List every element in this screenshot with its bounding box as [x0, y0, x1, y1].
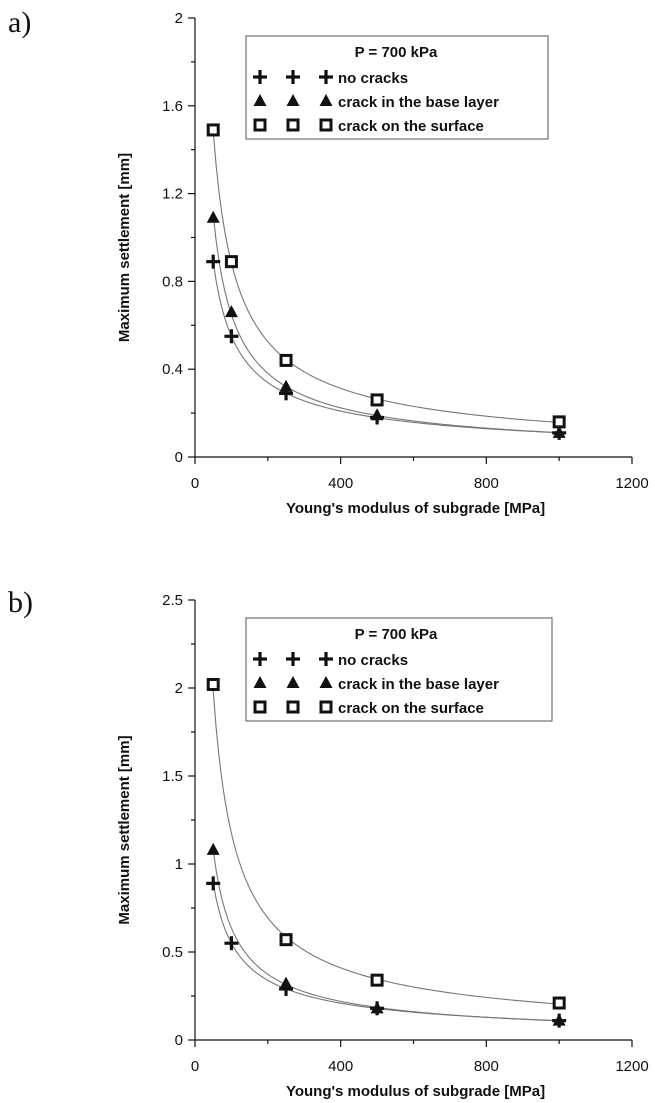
legend-marker-triangle [253, 94, 267, 106]
data-point-triangle [279, 379, 293, 392]
panel-label: a) [8, 6, 31, 39]
y-tick-label: 0 [175, 1032, 183, 1049]
data-point-triangle [279, 976, 293, 989]
legend-entry: no cracks [338, 70, 408, 87]
y-tick-label: 0 [175, 449, 183, 466]
data-point-triangle [370, 1001, 384, 1014]
data-point-plus [206, 254, 221, 269]
legend-marker-triangle [319, 676, 333, 688]
x-tick-label: 400 [328, 1058, 353, 1075]
legend-marker-square [286, 118, 300, 132]
fit-curve-square [212, 690, 560, 1005]
data-point-square [552, 415, 566, 429]
legend-marker-triangle [253, 676, 267, 688]
x-tick-label: 0 [191, 475, 199, 492]
y-tick-label: 1 [175, 856, 183, 873]
legend-marker-plus [253, 652, 267, 666]
legend-marker-square [319, 118, 333, 132]
legend-marker-triangle [319, 94, 333, 106]
legend-marker-plus [319, 652, 333, 666]
data-point-triangle [206, 210, 220, 223]
y-axis-title: Maximum settlement [mm] [116, 735, 133, 924]
legend-marker-plus [286, 652, 300, 666]
x-tick-label: 800 [474, 475, 499, 492]
legend-marker-plus [319, 70, 333, 84]
y-tick-label: 2.5 [162, 592, 183, 609]
y-tick-label: 1.6 [162, 98, 183, 115]
x-axis-title: Young's modulus of subgrade [MPa] [286, 1083, 545, 1100]
chart-panel-1: a) 0 0.4 0.8 1.2 1.6 2 0 400 800 1200 Young's modul… [8, 6, 649, 517]
data-point-plus [224, 936, 239, 951]
x-tick-label: 0 [191, 1058, 199, 1075]
x-tick-label: 400 [328, 475, 353, 492]
data-point-plus [206, 876, 221, 891]
y-tick-label: 0.4 [162, 361, 183, 378]
legend-marker-triangle [286, 676, 300, 688]
legend-marker-square [286, 700, 300, 714]
data-point-plus [224, 329, 239, 344]
data-point-triangle [552, 425, 566, 438]
x-tick-label: 1200 [615, 1058, 648, 1075]
data-point-square [224, 255, 238, 269]
legend-marker-square [319, 700, 333, 714]
legend-marker-square [253, 118, 267, 132]
chart-panel-2: b) 0 0.5 1 1.5 2 2.5 0 400 800 1200 Young's modulus… [8, 586, 649, 1100]
legend-marker-square [253, 700, 267, 714]
data-point-square [279, 933, 293, 947]
legend-marker-triangle [286, 94, 300, 106]
legend: P = 700 kPa no cracks crack in the base la… [245, 35, 549, 140]
legend-entry: no cracks [338, 652, 408, 669]
legend-entry: crack on the surface [338, 118, 484, 135]
data-point-triangle [224, 305, 238, 318]
x-tick-label: 800 [474, 1058, 499, 1075]
legend-entry: crack on the surface [338, 700, 484, 717]
legend-marker-plus [286, 70, 300, 84]
fit-curve-triangle [212, 214, 560, 434]
y-tick-label: 1.5 [162, 768, 183, 785]
data-point-square [206, 677, 220, 691]
legend-entry: crack in the base layer [338, 676, 499, 693]
y-tick-label: 0.5 [162, 944, 183, 961]
panel-label: b) [8, 586, 33, 619]
y-tick-label: 2 [175, 680, 183, 697]
data-point-triangle [370, 408, 384, 421]
y-tick-label: 0.8 [162, 273, 183, 290]
legend-title: P = 700 kPa [355, 44, 438, 61]
legend-box [245, 617, 553, 722]
data-point-square [206, 123, 220, 137]
data-point-square [370, 393, 384, 407]
data-point-triangle [206, 842, 220, 855]
y-tick-label: 2 [175, 10, 183, 27]
data-point-triangle [552, 1013, 566, 1026]
legend: P = 700 kPa no cracks crack in the base la… [245, 617, 553, 722]
y-axis-title: Maximum settlement [mm] [116, 153, 133, 342]
fit-curve-square [212, 130, 560, 424]
legend-title: P = 700 kPa [355, 626, 438, 643]
data-point-square [552, 996, 566, 1010]
legend-marker-plus [253, 70, 267, 84]
fit-curve-plus [212, 261, 560, 434]
data-point-square [279, 353, 293, 367]
x-tick-label: 1200 [615, 475, 648, 492]
legend-entry: crack in the base layer [338, 94, 499, 111]
data-point-square [370, 973, 384, 987]
fit-curve-triangle [212, 849, 560, 1022]
x-axis-title: Young's modulus of subgrade [MPa] [286, 500, 545, 517]
y-tick-label: 1.2 [162, 186, 183, 203]
